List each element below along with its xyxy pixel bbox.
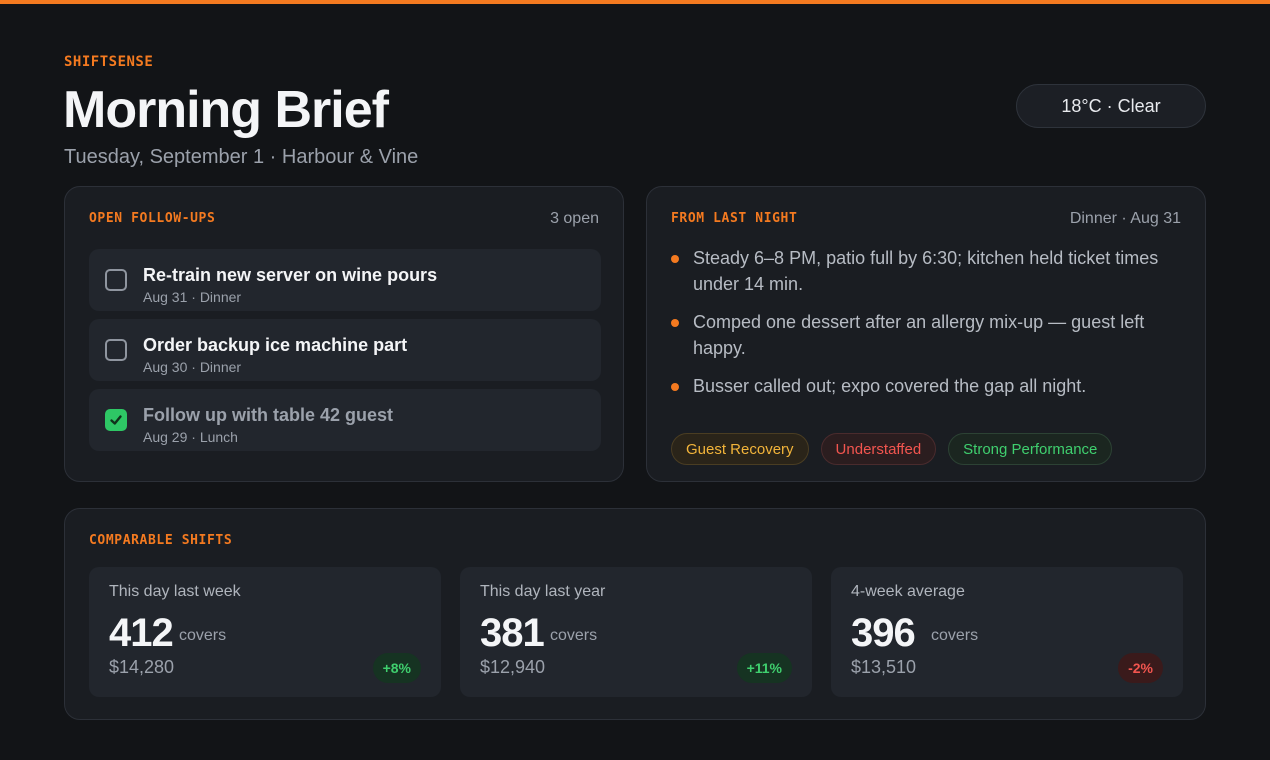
comparable-label: COMPARABLE SHIFTS: [89, 533, 233, 548]
followup-item[interactable]: Order backup ice machine part Aug 30 · D…: [89, 319, 601, 381]
shift-note: Comped one dessert after an allergy mix-…: [671, 309, 1181, 361]
page-subtitle: Tuesday, September 1 · Harbour & Vine: [64, 146, 419, 168]
followup-title: Follow up with table 42 guest: [143, 405, 394, 425]
comparable-title: 4-week average: [851, 583, 965, 600]
last-night-card: FROM LAST NIGHT Dinner · Aug 31 Steady 6…: [646, 186, 1206, 482]
revenue-value: $14,280: [109, 657, 175, 677]
checkbox-checked[interactable]: [105, 409, 127, 431]
bullet-dot-icon: [671, 319, 679, 327]
revenue-value: $13,510: [851, 657, 917, 677]
followups-count: 3 open: [550, 210, 599, 227]
covers-value: 381: [480, 611, 545, 655]
tag-list: Guest Recovery Understaffed Strong Perfo…: [671, 433, 1113, 465]
followup-meta: Aug 31 · Dinner: [143, 289, 242, 305]
last-night-label: FROM LAST NIGHT: [671, 211, 798, 226]
bullet-dot-icon: [671, 383, 679, 391]
checkbox-unchecked[interactable]: [105, 269, 127, 291]
covers-unit: covers: [931, 627, 979, 644]
followups-label: OPEN FOLLOW-UPS: [89, 211, 216, 226]
covers-unit: covers: [550, 627, 598, 644]
bullet-dot-icon: [671, 255, 679, 263]
followup-item[interactable]: Follow up with table 42 guest Aug 29 · L…: [89, 389, 601, 451]
tag-guest-recovery[interactable]: Guest Recovery: [671, 433, 809, 465]
delta-badge: -2%: [1118, 653, 1163, 683]
followup-title: Re-train new server on wine pours: [143, 265, 438, 285]
tag-understaffed[interactable]: Understaffed: [820, 433, 937, 465]
comparable-title: This day last year: [480, 583, 606, 600]
shift-note: Steady 6–8 PM, patio full by 6:30; kitch…: [671, 245, 1181, 297]
delta-badge: +11%: [736, 653, 792, 683]
covers-value: 412: [109, 611, 174, 655]
comparable-card: COMPARABLE SHIFTS This day last week 412…: [64, 508, 1206, 720]
followups-card: OPEN FOLLOW-UPS 3 open Re-train new serv…: [64, 186, 624, 482]
followup-item[interactable]: Re-train new server on wine pours Aug 31…: [89, 249, 601, 311]
checkbox-unchecked[interactable]: [105, 339, 127, 361]
revenue-value: $12,940: [480, 657, 546, 677]
comparable-shift-year[interactable]: This day last year 381 covers $12,940 +1…: [460, 567, 812, 697]
followup-meta: Aug 29 · Lunch: [143, 429, 238, 445]
comparable-shift-average[interactable]: 4-week average 396 covers $13,510 -2%: [831, 567, 1183, 697]
checkmark-icon: [110, 415, 122, 425]
shift-notes-list: Steady 6–8 PM, patio full by 6:30; kitch…: [671, 245, 1181, 411]
covers-unit: covers: [179, 627, 227, 644]
delta-badge: +8%: [372, 653, 421, 683]
comparable-title: This day last week: [109, 583, 241, 600]
comparable-shift-week[interactable]: This day last week 412 covers $14,280 +8…: [89, 567, 441, 697]
covers-value: 396: [851, 611, 916, 655]
page-title: Morning Brief: [63, 81, 389, 139]
followup-meta: Aug 30 · Dinner: [143, 359, 242, 375]
shift-note: Busser called out; expo covered the gap …: [671, 373, 1181, 399]
tag-strong-performance[interactable]: Strong Performance: [948, 433, 1113, 465]
brand-name: SHIFTSENSE: [64, 54, 154, 70]
weather-badge: 18°C · Clear: [1016, 84, 1206, 128]
accent-top-bar: [0, 0, 1270, 4]
last-night-meta: Dinner · Aug 31: [1069, 210, 1181, 227]
followup-title: Order backup ice machine part: [143, 335, 408, 355]
